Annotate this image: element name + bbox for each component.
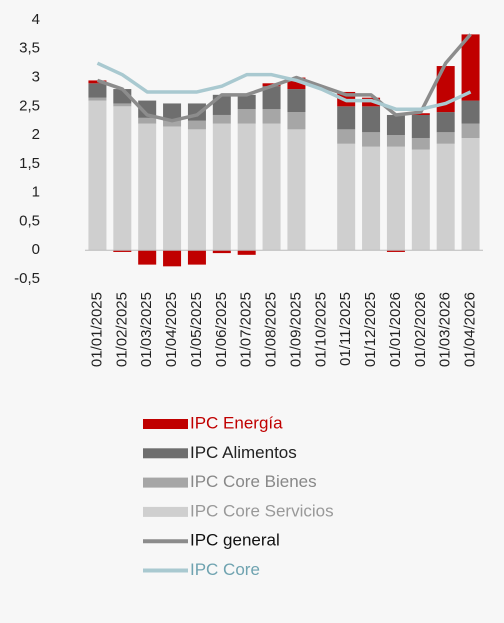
bar-segment <box>411 149 430 251</box>
bar-segment <box>262 109 281 124</box>
x-tick-label: 01/04/2025 <box>163 292 180 367</box>
bar-segment <box>436 132 455 144</box>
bar-segment <box>386 114 405 136</box>
bar-segment <box>163 250 182 267</box>
x-tick-label: 01/02/2025 <box>113 292 130 367</box>
y-tick-label: -0,5 <box>14 270 40 287</box>
bar-segment <box>337 143 356 251</box>
bar-segment <box>386 146 405 251</box>
bar-segment <box>237 250 256 255</box>
x-tick-label: 01/01/2026 <box>387 292 404 367</box>
bar-segment <box>262 86 281 110</box>
x-tick-label: 01/10/2025 <box>312 292 329 367</box>
bar-segment <box>163 103 182 121</box>
y-tick-label: 0 <box>32 241 40 258</box>
bar-segment <box>138 123 157 251</box>
bar-segment <box>212 123 231 251</box>
bar-segment <box>287 112 306 130</box>
x-tick-label: 01/07/2025 <box>238 292 255 367</box>
x-tick-label: 01/11/2025 <box>337 292 354 366</box>
bar-segment <box>138 117 157 124</box>
bar-segment <box>138 100 157 118</box>
y-tick-label: 1,5 <box>19 155 40 172</box>
legend-label: IPC Energía <box>190 413 283 432</box>
legend-label: IPC Core Servicios <box>190 501 334 520</box>
y-tick-label: 2,5 <box>19 97 40 114</box>
bar-segment <box>386 135 405 147</box>
bar-segment <box>113 103 132 107</box>
x-tick-label: 01/04/2026 <box>462 292 479 367</box>
bar-segment <box>461 100 480 124</box>
bar-segment <box>88 100 107 251</box>
bar-segment <box>436 112 455 133</box>
bar-segment <box>411 113 430 115</box>
bar-segment <box>187 120 206 130</box>
x-tick-label: 01/03/2026 <box>437 292 454 367</box>
x-tick-label: 01/08/2025 <box>263 292 280 367</box>
legend-swatch <box>143 477 188 488</box>
bar-segment <box>88 83 107 98</box>
bar-segment <box>113 106 132 251</box>
bar-segment <box>411 114 430 138</box>
line-series <box>96 61 472 111</box>
bar-segment <box>163 120 182 127</box>
legend-label: IPC Core <box>190 560 260 579</box>
bar-segment <box>461 123 480 138</box>
legend-label: IPC Alimentos <box>190 443 297 462</box>
bar-segment <box>337 129 356 144</box>
bar-segment <box>461 137 480 251</box>
bar-segment <box>138 250 157 265</box>
bar-segment <box>337 106 356 130</box>
legend-label: IPC general <box>190 531 280 550</box>
bar-segment <box>386 250 405 252</box>
bar-segment <box>163 126 182 251</box>
bar-segment <box>237 123 256 251</box>
x-tick-label: 01/09/2025 <box>287 292 304 367</box>
bar-segment <box>262 123 281 251</box>
bar-segment <box>287 129 306 251</box>
bar-segment <box>411 137 430 150</box>
x-tick-label: 01/02/2026 <box>412 292 429 367</box>
bar-segment <box>212 250 231 254</box>
bar-segment <box>88 97 107 101</box>
x-tick-label: 01/03/2025 <box>138 292 155 367</box>
bar-segment <box>187 250 206 265</box>
legend-swatch <box>143 419 188 429</box>
bar-segment <box>436 143 455 251</box>
y-tick-label: 3,5 <box>19 40 40 57</box>
y-tick-label: 4 <box>32 11 40 28</box>
line-series <box>96 33 472 123</box>
bar-segment <box>362 106 381 133</box>
x-tick-label: 01/01/2025 <box>88 292 105 367</box>
bar-segment <box>237 94 256 110</box>
bar-segment <box>362 146 381 251</box>
bar-segment <box>237 109 256 124</box>
bar-segment <box>187 129 206 251</box>
x-tick-label: 01/05/2025 <box>188 292 205 367</box>
legend-swatch <box>143 448 188 459</box>
bar-segment <box>461 34 480 101</box>
x-tick-label: 01/12/2025 <box>362 292 379 367</box>
legend-label: IPC Core Bienes <box>190 472 317 491</box>
bar-segment <box>212 114 231 124</box>
bar-segment <box>287 77 306 90</box>
x-tick-label: 01/06/2025 <box>213 292 230 367</box>
y-tick-label: 3 <box>32 69 40 86</box>
bar-segment <box>362 132 381 147</box>
y-tick-label: 0,5 <box>19 212 40 229</box>
bar-segment <box>113 250 132 252</box>
bar-segment <box>287 89 306 113</box>
y-tick-label: 2 <box>32 126 40 143</box>
legend-swatch <box>143 506 188 517</box>
y-tick-label: 1 <box>32 184 40 201</box>
